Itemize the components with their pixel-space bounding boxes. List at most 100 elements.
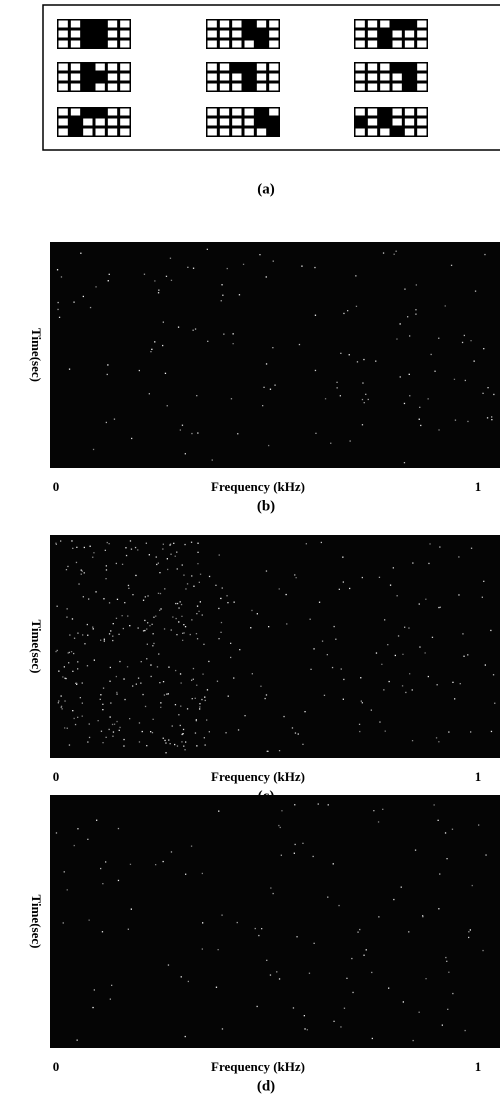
pattern-block (107, 73, 118, 81)
speckle (360, 677, 362, 679)
speckle (278, 588, 280, 590)
spectrogram (50, 535, 500, 758)
speckle (127, 615, 129, 617)
speckle (312, 855, 314, 858)
speckle (104, 549, 106, 551)
speckle (92, 1006, 94, 1009)
speckle (167, 693, 169, 695)
pattern-cell (354, 107, 428, 137)
speckle (297, 733, 299, 735)
speckle (197, 542, 199, 544)
speckle (81, 682, 83, 684)
speckle (93, 552, 95, 554)
pattern-block (417, 30, 427, 38)
speckle (123, 745, 125, 747)
speckle (66, 727, 68, 729)
speckle (179, 429, 181, 431)
speckle (192, 667, 195, 670)
speckle (89, 545, 91, 547)
speckle (371, 1037, 373, 1040)
speckle (409, 335, 411, 337)
speckle (238, 294, 241, 296)
speckle (146, 643, 148, 645)
pattern-block (83, 118, 93, 126)
speckle (281, 810, 283, 812)
speckle (137, 627, 139, 629)
x-axis-end: 1 (475, 769, 482, 784)
panel-label: (a) (257, 181, 275, 197)
speckle (142, 599, 145, 601)
pattern-block (256, 83, 267, 91)
speckle (118, 729, 120, 731)
speckle (360, 700, 362, 702)
speckle (127, 928, 129, 930)
speckle (268, 444, 270, 447)
speckle (333, 625, 335, 628)
speckle (72, 670, 74, 672)
speckle (458, 594, 460, 596)
speckle (170, 851, 173, 853)
speckle (438, 337, 440, 339)
speckle (144, 629, 146, 632)
pattern-block (107, 40, 118, 48)
pattern-block (207, 30, 217, 38)
speckle (180, 603, 183, 606)
speckle (57, 301, 59, 304)
speckle (113, 418, 116, 420)
speckle (470, 731, 472, 733)
speckle (64, 727, 66, 729)
speckle (436, 684, 438, 686)
speckle (165, 742, 167, 744)
speckle (105, 565, 107, 567)
speckle (233, 677, 235, 679)
speckle (125, 554, 128, 557)
pattern-block (367, 108, 378, 116)
speckle (109, 666, 111, 669)
speckle (412, 562, 414, 564)
speckle (151, 348, 153, 350)
speckle (179, 601, 181, 603)
speckle (107, 280, 109, 282)
speckle (373, 810, 375, 812)
speckle (80, 569, 82, 571)
speckle (355, 275, 357, 277)
speckle (187, 980, 189, 983)
speckle (361, 576, 363, 579)
speckle (113, 723, 116, 725)
speckle (272, 892, 274, 895)
speckle (425, 598, 427, 600)
pattern-block (417, 63, 427, 71)
speckle (137, 549, 139, 551)
speckle (220, 621, 223, 624)
speckle (218, 810, 220, 812)
speckle (276, 971, 278, 973)
speckle (236, 921, 238, 924)
speckle (157, 292, 160, 294)
speckle (195, 633, 198, 635)
speckle (183, 745, 185, 747)
speckle (230, 642, 232, 644)
speckle (68, 368, 71, 370)
speckle (175, 617, 177, 620)
pattern-block (58, 73, 68, 81)
speckle (142, 630, 145, 632)
speckle (101, 931, 104, 933)
pattern-block (207, 63, 217, 71)
pattern-block (232, 83, 242, 91)
speckle (110, 630, 112, 632)
speckle (83, 546, 85, 549)
speckle (428, 562, 430, 565)
speckle (163, 628, 166, 630)
pattern-block (120, 63, 130, 71)
speckle (84, 643, 86, 645)
speckle (73, 301, 75, 303)
speckle (357, 931, 359, 933)
pattern-cell (206, 107, 280, 137)
pattern-block (256, 73, 267, 81)
speckle (269, 388, 272, 390)
spectrograms: Time(sec) 0 Frequency (kHz) 1 (b) Time(sec) 0 F… (29, 242, 500, 1094)
speckle (310, 668, 312, 670)
pattern-block (269, 20, 279, 28)
pattern-block (58, 128, 68, 136)
x-axis-label: Frequency (kHz) (211, 769, 305, 784)
